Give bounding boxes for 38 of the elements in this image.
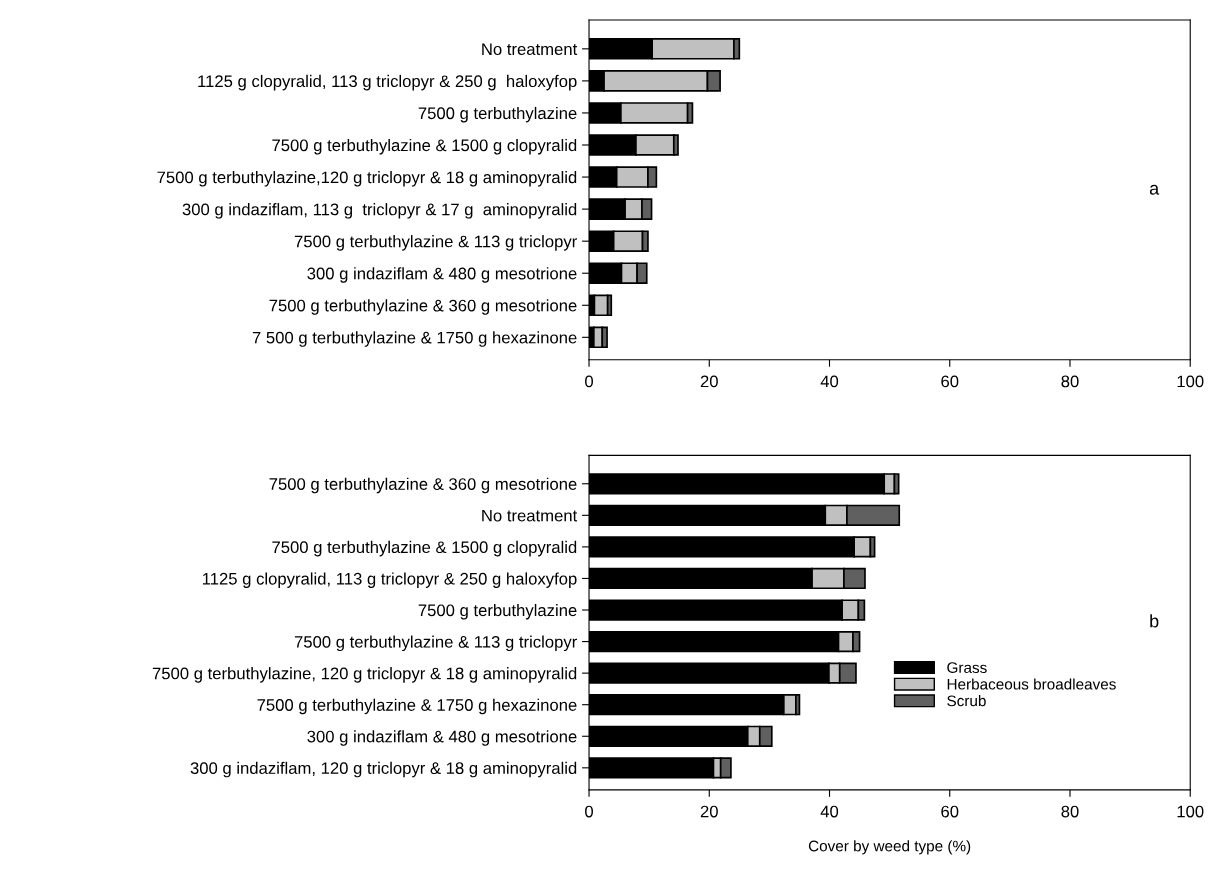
legend-label: Herbaceous broadleaves	[947, 678, 1116, 690]
y-tick-label: 300 g indaziflam, 113 g triclopyr & 17 g aminopyralid	[182, 203, 577, 219]
x-tick-label: 80	[1061, 375, 1079, 388]
x-tick-label: 0	[585, 375, 594, 388]
annotation: b	[1150, 614, 1159, 628]
y-tick-label: No treatment	[482, 43, 578, 56]
annotation: a	[1149, 184, 1160, 195]
y-tick-label: 7500 g terbuthylazine & 1500 g clopyralid	[272, 540, 577, 557]
x-tick-label: 60	[941, 375, 959, 388]
x-tick-label: 20	[700, 375, 718, 388]
x-tick-label: 40	[820, 805, 839, 818]
y-tick-label: 7500 g terbuthylazine & 1500 g clopyralid	[272, 138, 577, 155]
y-tick-label: 300 g indaziflam & 480 g mesotrione	[307, 730, 577, 746]
x-tick-label: 40	[820, 375, 839, 388]
legend-label: Scrub	[947, 695, 986, 707]
y-tick-label: 7500 g terbuthylazine & 113 g triclopyr	[294, 635, 577, 652]
y-tick-label: 7500 g terbuthylazine & 360 g mesotrione	[269, 477, 577, 494]
y-tick-label: No treatment	[482, 509, 578, 522]
x-tick-label: 80	[1061, 805, 1079, 818]
y-tick-label: 7500 g terbuthylazine	[418, 603, 577, 620]
y-tick-label: 7 500 g terbuthylazine & 1750 g hexazinone	[252, 331, 577, 347]
x-tick-label: 100	[1177, 805, 1204, 818]
x-tick-label: 100	[1177, 375, 1204, 388]
y-tick-label: 1125 g clopyralid, 113 g triclopyr & 250 g haloxyfop	[198, 74, 577, 91]
y-tick-label: 7500 g terbuthylazine & 1750 g hexazinone	[257, 698, 577, 715]
x-axis-title: Cover by weed type (%)	[808, 840, 971, 855]
y-tick-label: 300 g indaziflam, 120 g triclopyr & 18 g aminopyralid	[190, 761, 577, 778]
y-tick-label: 7500 g terbuthylazine	[418, 106, 577, 123]
x-tick-label: 0	[585, 805, 594, 818]
x-tick-label: 20	[700, 805, 718, 818]
y-tick-label: 7500 g terbuthylazine & 113 g triclopyr	[294, 235, 577, 251]
legend-label: Grass	[947, 662, 987, 674]
y-tick-label: 7500 g terbuthylazine,120 g triclopyr & 18 g aminopyralid	[157, 171, 577, 187]
y-tick-label: 1125 g clopyralid, 113 g triclopyr & 250 g haloxyfop	[202, 572, 577, 588]
y-tick-label: 7500 g terbuthylazine & 360 g mesotrione	[269, 299, 577, 315]
x-tick-label: 60	[941, 805, 959, 818]
y-tick-label: 7500 g terbuthylazine, 120 g triclopyr & 18 g aminopyralid	[152, 667, 577, 683]
y-tick-label: 300 g indaziflam & 480 g mesotrione	[307, 267, 577, 283]
